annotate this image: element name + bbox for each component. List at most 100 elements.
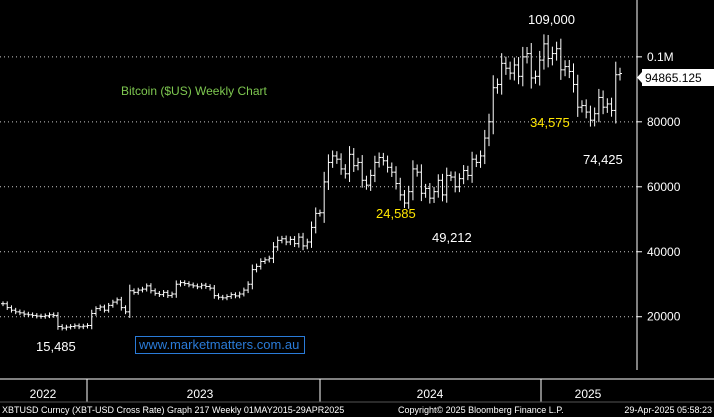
ohlc-bar: [106, 302, 111, 313]
y-tick-label: 20000: [647, 310, 681, 324]
y-tick-label: 40000: [647, 245, 681, 259]
ohlc-bar: [478, 150, 483, 168]
ohlc-bar: [161, 290, 166, 297]
y-tick-label: 0.1M: [647, 50, 674, 64]
ohlc-bar: [267, 255, 272, 263]
ohlc-bar: [550, 46, 555, 66]
ohlc-bar: [296, 233, 301, 248]
ohlc-bar: [571, 63, 576, 93]
ohlc-bar: [212, 285, 217, 299]
ohlc-bar: [537, 50, 542, 86]
ohlc-bar: [499, 53, 504, 95]
ohlc-bar: [508, 61, 513, 80]
ohlc-bar: [305, 238, 310, 250]
watermark[interactable]: www.marketmatters.com.au: [135, 336, 305, 354]
x-tick-label: 2024: [417, 387, 444, 401]
ohlc-bar: [410, 160, 415, 201]
ohlc-bar: [436, 174, 441, 198]
ohlc-bar: [541, 34, 546, 70]
ohlc-bar: [330, 150, 335, 168]
ohlc-bar: [157, 290, 162, 297]
ohlc-bar: [102, 304, 107, 313]
footer-left: XBTUSD Curncy (XBT-USD Cross Rate) Graph…: [2, 405, 344, 415]
ohlc-bar: [186, 281, 191, 288]
ohlc-bar: [119, 296, 124, 311]
ohlc-bar: [567, 59, 572, 79]
price-annotation: 34,575: [530, 115, 570, 130]
ohlc-bar: [237, 291, 242, 299]
ohlc-bar: [254, 263, 259, 273]
ohlc-bar: [199, 282, 204, 290]
ohlc-bar: [563, 60, 568, 77]
ohlc-bar: [22, 310, 27, 317]
ohlc-bar: [81, 323, 86, 330]
ohlc-bar: [364, 175, 369, 190]
ohlc-bar: [77, 323, 82, 330]
ohlc-bar: [13, 307, 18, 315]
ohlc-bar: [98, 304, 103, 311]
ohlc-bar: [258, 258, 263, 270]
last-price-tag: 94865.125: [637, 69, 714, 86]
y-tick-label: 60000: [647, 180, 681, 194]
ohlc-bar: [55, 312, 60, 330]
ohlc-bar: [115, 297, 120, 305]
ohlc-bar: [486, 113, 491, 147]
ohlc-bar: [39, 313, 44, 319]
ohlc-bar: [93, 306, 98, 316]
ohlc-bar: [170, 291, 175, 298]
ohlc-bar: [301, 232, 306, 251]
ohlc-bar: [174, 280, 179, 298]
ohlc-bar: [292, 236, 297, 248]
ohlc-bar: [313, 207, 318, 234]
ohlc-bar: [432, 186, 437, 203]
ohlc-bar: [457, 173, 462, 193]
ohlc-bar: [482, 129, 487, 165]
y-tick-label: 80000: [647, 115, 681, 129]
ohlc-bar: [326, 154, 331, 190]
ohlc-bar: [385, 155, 390, 173]
footer: XBTUSD Curncy (XBT-USD Cross Rate) Graph…: [2, 405, 712, 415]
ohlc-bar: [127, 284, 132, 318]
y-axis: 20000 40000 60000 80000 0.1M: [636, 0, 681, 370]
x-tick-label: 2025: [575, 387, 602, 401]
ohlc-bar: [474, 154, 479, 168]
ohlc-bar: [195, 283, 200, 290]
price-annotation: 15,485: [36, 339, 76, 354]
ohlc-bar: [233, 292, 238, 299]
ohlc-bar: [453, 171, 458, 193]
ohlc-bar: [229, 292, 234, 299]
last-price-label: 94865.125: [645, 71, 702, 85]
ohlc-bar: [372, 155, 377, 183]
grid-lines: [0, 56, 637, 318]
footer-center: Copyright© 2025 Bloomberg Finance L.P.: [398, 405, 564, 415]
ohlc-bar: [322, 171, 327, 223]
ohlc-bar: [389, 162, 394, 177]
ohlc-bar: [596, 88, 601, 123]
x-tick-label: 2022: [30, 387, 57, 401]
ohlc-bar: [516, 57, 521, 85]
ohlc-bar: [402, 189, 407, 208]
ohlc-bar: [72, 323, 77, 329]
ohlc-bar: [220, 294, 225, 301]
ohlc-bar: [491, 75, 496, 135]
ohlc-bar: [30, 312, 35, 318]
ohlc-bar: [178, 280, 183, 287]
ohlc-bar: [360, 155, 365, 188]
ohlc-bar: [394, 166, 399, 190]
ohlc-bar: [444, 167, 449, 203]
ohlc-bar: [579, 100, 584, 113]
chart-title: Bitcoin ($US) Weekly Chart: [121, 84, 267, 98]
ohlc-bar: [503, 56, 508, 75]
ohlc-bar: [136, 287, 141, 295]
ohlc-bar: [140, 286, 145, 293]
ohlc-bar: [288, 236, 293, 246]
ohlc-bar: [584, 99, 589, 119]
ohlc-bar: [60, 324, 65, 331]
ohlc-bar: [47, 312, 52, 319]
ohlc-bar: [618, 67, 622, 81]
ohlc-bar: [132, 288, 137, 295]
x-tick-label: 2023: [187, 387, 214, 401]
ohlc-bar: [51, 312, 56, 318]
ohlc-bar: [465, 165, 470, 181]
